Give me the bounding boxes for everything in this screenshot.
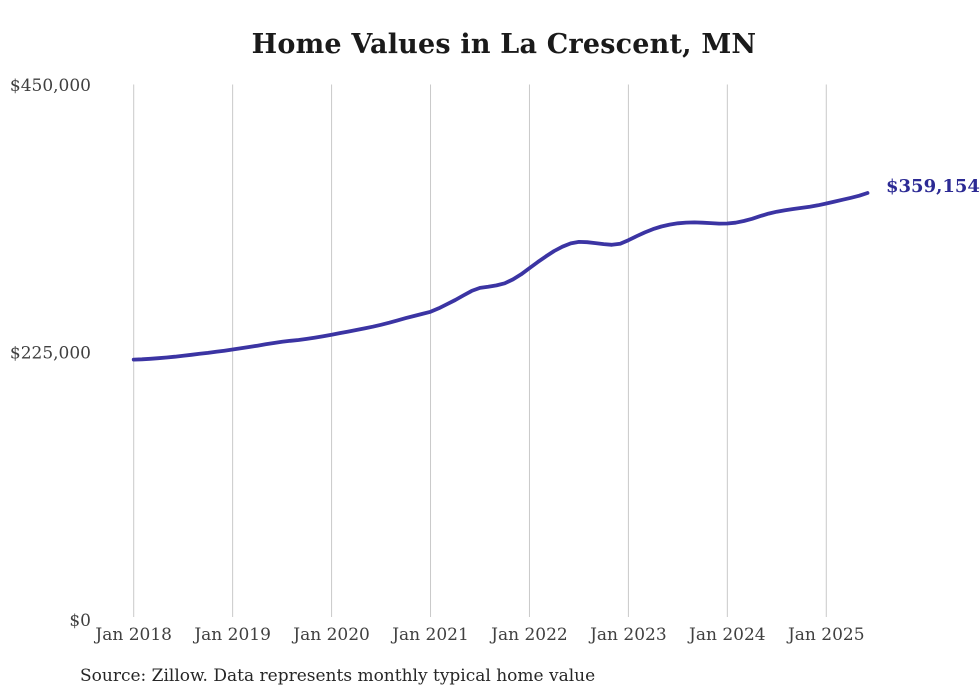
x-tick-label-jan-2023: Jan 2023 xyxy=(588,625,667,645)
latest-value-label: $359,154 xyxy=(886,176,980,197)
x-tick-label-jan-2024: Jan 2024 xyxy=(687,625,766,645)
x-tick-label-jan-2021: Jan 2021 xyxy=(390,625,469,645)
source-note: Source: Zillow. Data represents monthly … xyxy=(80,666,596,686)
y-tick-label-450000: $450,000 xyxy=(10,76,91,96)
chart-title: Home Values in La Crescent, MN xyxy=(251,29,757,60)
x-tick-label-jan-2020: Jan 2020 xyxy=(291,625,370,645)
y-tick-label-0: $0 xyxy=(69,611,91,631)
x-tick-label-jan-2018: Jan 2018 xyxy=(93,625,172,645)
x-tick-label-jan-2022: Jan 2022 xyxy=(489,625,568,645)
home-value-line xyxy=(131,191,870,362)
x-tick-label-jan-2025: Jan 2025 xyxy=(786,625,865,645)
y-tick-label-225000: $225,000 xyxy=(10,344,91,364)
x-tick-label-jan-2019: Jan 2019 xyxy=(192,625,271,645)
